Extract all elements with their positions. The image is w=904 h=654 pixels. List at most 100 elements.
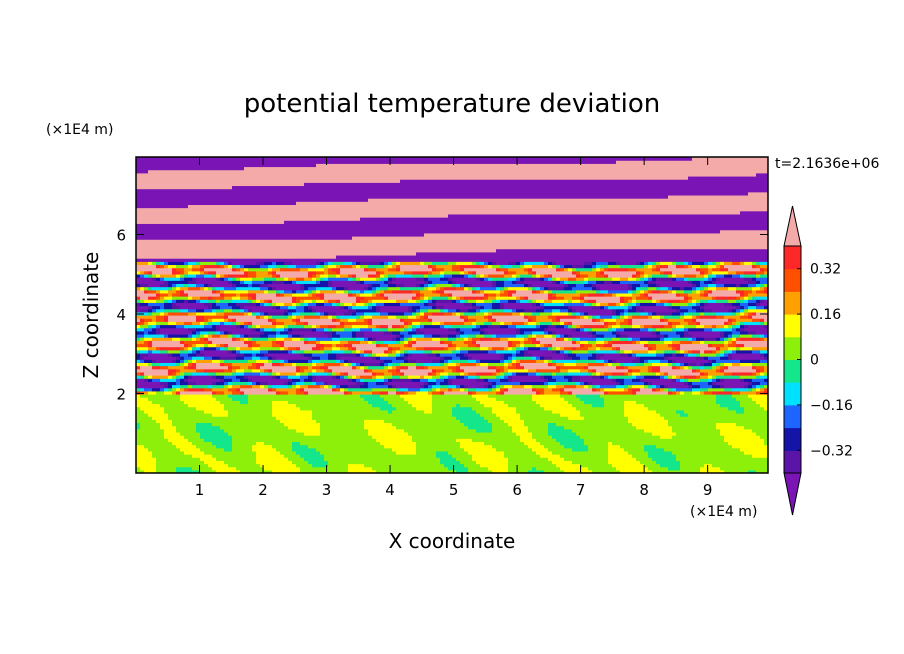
- contour-cell: [360, 365, 365, 370]
- contour-cell: [220, 327, 253, 332]
- contour-cell: [532, 302, 537, 307]
- contour-cell: [744, 289, 753, 294]
- contour-cell: [320, 359, 337, 363]
- contour-cell: [284, 321, 297, 326]
- contour-cell: [276, 356, 309, 360]
- contour-cell: [656, 346, 673, 351]
- contour-cell: [232, 371, 237, 376]
- contour-cell: [764, 378, 768, 382]
- contour-cell: [464, 447, 497, 452]
- contour-cell: [700, 349, 705, 354]
- contour-cell: [476, 308, 481, 313]
- contour-cell: [744, 311, 749, 316]
- contour-cell: [364, 289, 373, 294]
- contour-cell: [752, 365, 757, 370]
- contour-cell: [380, 289, 385, 294]
- contour-cell: [232, 390, 241, 395]
- contour-cell: [648, 311, 653, 316]
- contour-cell: [764, 384, 768, 389]
- contour-cell: [656, 277, 673, 281]
- contour-cell: [596, 261, 609, 266]
- contour-cell: [760, 333, 765, 338]
- contour-cell: [136, 188, 768, 193]
- contour-cell: [708, 302, 725, 307]
- contour-cell: [340, 267, 365, 272]
- contour-cell: [432, 305, 437, 310]
- contour-cell: [160, 305, 165, 310]
- contour-cell: [268, 302, 273, 307]
- contour-cell: [516, 299, 521, 303]
- contour-cell: [180, 346, 185, 351]
- contour-cell: [268, 349, 289, 354]
- contour-cell: [296, 381, 305, 386]
- contour-cell: [400, 387, 409, 392]
- contour-cell: [644, 384, 649, 389]
- contour-cell: [172, 296, 189, 300]
- contour-cell: [756, 384, 761, 389]
- contour-cell: [564, 264, 573, 269]
- contour-cell: [368, 381, 377, 386]
- contour-cell: [320, 277, 325, 281]
- contour-cell: [524, 277, 541, 281]
- contour-cell: [484, 296, 489, 300]
- contour-cell: [156, 299, 165, 303]
- contour-cell: [576, 315, 581, 319]
- contour-cell: [724, 368, 757, 373]
- contour-cell: [468, 299, 477, 303]
- contour-cell: [180, 381, 189, 386]
- contour-cell: [332, 375, 337, 379]
- contour-cell: [252, 447, 277, 452]
- contour-cell: [488, 365, 497, 370]
- contour-cell: [336, 270, 341, 275]
- contour-cell: [408, 308, 413, 313]
- contour-cell: [212, 387, 229, 392]
- contour-cell: [524, 346, 529, 351]
- contour-cell: [432, 280, 449, 284]
- contour-cell: [316, 261, 321, 266]
- contour-cell: [148, 390, 157, 395]
- contour-cell: [384, 375, 393, 379]
- contour-cell: [248, 375, 273, 379]
- contour-cell: [712, 289, 737, 294]
- contour-cell: [176, 359, 181, 363]
- contour-cell: [292, 318, 297, 322]
- contour-cell: [508, 324, 517, 329]
- contour-cell: [368, 286, 373, 291]
- contour-cell: [608, 375, 613, 379]
- contour-cell: [604, 337, 613, 341]
- contour-cell: [588, 371, 593, 376]
- contour-cell: [580, 343, 585, 348]
- contour-cell: [480, 264, 485, 269]
- contour-cell: [284, 454, 301, 458]
- contour-cell: [160, 422, 173, 427]
- contour-cell: [244, 333, 249, 338]
- contour-cell: [420, 321, 433, 326]
- contour-cell: [176, 273, 181, 278]
- contour-cell: [432, 283, 437, 288]
- contour-cell: [644, 264, 649, 269]
- contour-cell: [424, 232, 768, 237]
- contour-cell: [744, 308, 749, 313]
- contour-cell: [652, 330, 657, 335]
- contour-cell: [144, 371, 169, 376]
- contour-cell: [420, 311, 425, 316]
- contour-cell: [636, 302, 641, 307]
- contour-cell: [396, 273, 413, 278]
- contour-cell: [268, 352, 301, 357]
- contour-cell: [248, 381, 253, 386]
- contour-cell: [428, 381, 437, 386]
- contour-cell: [508, 378, 513, 382]
- y-unit-label: (×1E4 m): [46, 122, 113, 138]
- contour-cell: [452, 324, 473, 329]
- contour-cell: [396, 267, 401, 272]
- contour-cell: [720, 403, 741, 408]
- contour-cell: [400, 375, 409, 379]
- contour-cell: [472, 337, 481, 341]
- contour-cell: [704, 292, 709, 297]
- contour-cell: [196, 406, 225, 411]
- contour-cell: [552, 333, 557, 338]
- contour-cell: [720, 346, 729, 351]
- contour-cell: [632, 305, 637, 310]
- contour-cell: [664, 375, 669, 379]
- contour-cell: [396, 299, 409, 303]
